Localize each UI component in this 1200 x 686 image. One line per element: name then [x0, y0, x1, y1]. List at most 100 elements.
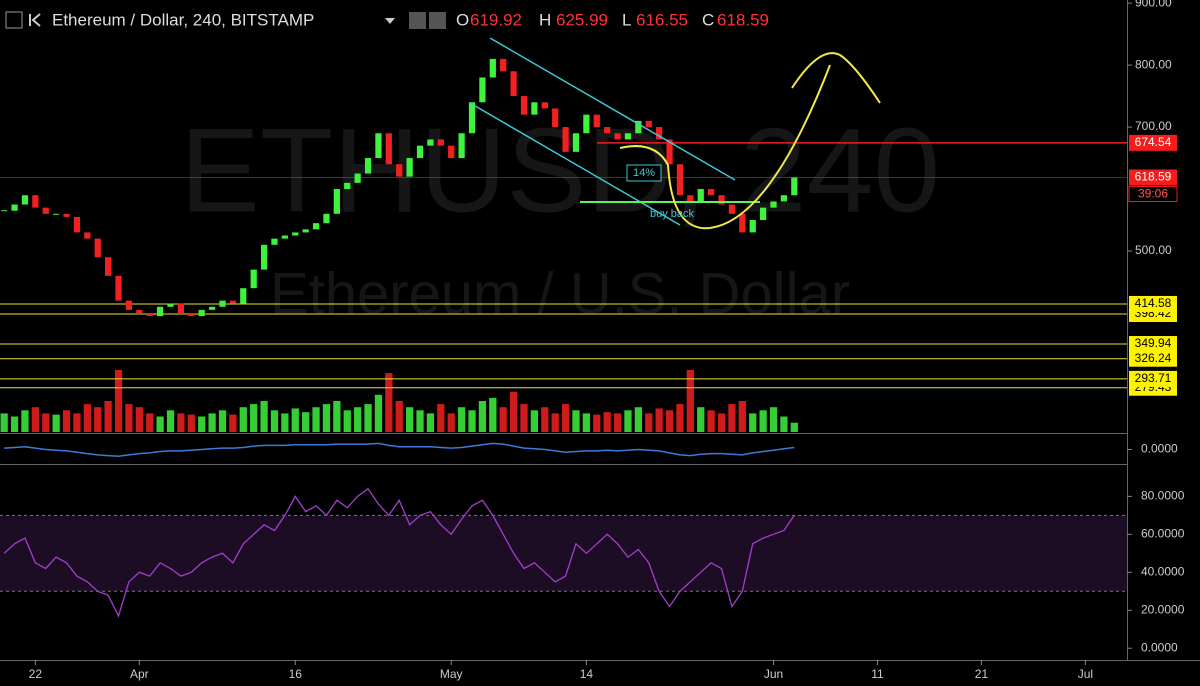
candle — [42, 207, 49, 214]
candle — [728, 204, 736, 214]
candle — [427, 139, 434, 146]
volume-bar — [114, 370, 123, 432]
drawings: 14% buy back — [469, 37, 881, 230]
price-label: 414.58 — [1135, 296, 1172, 310]
candle — [645, 120, 652, 128]
buy-back-label: buy back — [650, 208, 695, 220]
countdown-box — [1128, 186, 1178, 203]
volume-bar — [499, 407, 507, 432]
price-label: 674.54 — [1135, 135, 1172, 149]
candle — [105, 257, 112, 276]
volume-bar — [717, 413, 726, 432]
volume-bar — [322, 404, 331, 432]
price-label-box — [1129, 350, 1177, 367]
projection-curve — [619, 64, 831, 230]
y-tick-label: 0.0000 — [1141, 640, 1178, 654]
candle — [531, 102, 538, 115]
dropdown-icon[interactable] — [385, 18, 395, 24]
y-tick-label: 40.0000 — [1141, 564, 1185, 578]
price-label-box — [1129, 295, 1177, 312]
y-tick-label: 60.0000 — [1141, 527, 1185, 541]
volume-bar — [239, 407, 247, 432]
plot-layer — [0, 58, 1127, 618]
low-label: L — [622, 10, 631, 29]
candle — [333, 189, 340, 214]
candle — [229, 300, 237, 304]
volume-bar — [302, 412, 310, 432]
candle — [208, 306, 216, 310]
x-tick-label: Jul — [1078, 667, 1093, 681]
x-tick-label: 14 — [580, 667, 594, 681]
candle — [312, 223, 320, 230]
candle — [198, 309, 205, 317]
volume-bar — [603, 412, 611, 432]
y-tick-label: 500.00 — [1135, 243, 1172, 257]
open-label: O — [456, 10, 469, 29]
volume-bar — [572, 410, 580, 432]
candle — [510, 71, 517, 97]
volume-bar — [21, 410, 29, 432]
symbol-title[interactable]: Ethereum / Dollar, 240, BITSTAMP — [52, 10, 314, 29]
volume-bar — [281, 413, 289, 432]
candle — [21, 195, 29, 205]
header: Ethereum / Dollar, 240, BITSTAMP O 619.9… — [5, 10, 769, 29]
candle — [687, 195, 694, 202]
high-value: 625.99 — [556, 10, 608, 29]
rsi-band-fill — [0, 515, 1127, 592]
volume-bar — [364, 404, 372, 432]
volume-bar — [655, 408, 663, 432]
candle — [94, 238, 101, 258]
volume-bar — [146, 413, 154, 432]
back-icon[interactable] — [29, 13, 41, 27]
candle — [583, 114, 590, 134]
candle — [385, 133, 392, 165]
candle — [73, 216, 81, 233]
volume-bar — [94, 407, 102, 432]
pane-borders — [0, 0, 1200, 661]
candle — [177, 303, 185, 313]
settings-icon[interactable] — [429, 12, 446, 29]
volume-bar — [780, 416, 788, 432]
y-tick-label: 80.0000 — [1141, 489, 1185, 503]
volume-bar — [385, 373, 393, 432]
candle — [344, 182, 351, 190]
watermark-symbol: ETHUSD, 240 — [180, 104, 940, 238]
candle — [250, 269, 257, 289]
volume-bar — [634, 407, 642, 432]
volume-bar — [665, 410, 674, 432]
volume-bar — [166, 410, 175, 432]
candle — [489, 58, 496, 78]
candle — [125, 300, 133, 310]
volume-bar — [177, 413, 185, 432]
channel-lower — [469, 102, 681, 226]
candle — [718, 195, 725, 205]
volume-bar — [291, 408, 299, 432]
volume-bar — [790, 422, 798, 432]
volume-bar — [509, 391, 518, 432]
x-tick-label: May — [440, 667, 463, 681]
candle — [500, 58, 507, 72]
candle — [156, 306, 164, 317]
candle — [624, 133, 632, 140]
collapse-icon[interactable] — [5, 11, 23, 29]
candle — [219, 300, 226, 307]
volume-bar — [707, 410, 715, 432]
volume-bar — [728, 404, 736, 432]
candle — [437, 139, 444, 146]
candle — [666, 139, 673, 165]
settings-icon[interactable] — [409, 12, 426, 29]
y-tick-label: 700.00 — [1135, 119, 1172, 133]
candle — [416, 145, 424, 159]
x-tick-label: Apr — [130, 667, 149, 681]
volume-bar — [582, 413, 591, 432]
volume-bar — [749, 413, 757, 432]
volume-bar — [676, 404, 684, 432]
price-label-box — [1129, 169, 1177, 186]
candle — [115, 275, 122, 301]
low-value: 616.55 — [636, 10, 688, 29]
price-label-box — [1129, 370, 1177, 387]
volume-bar — [62, 410, 71, 432]
volume-bar — [437, 404, 445, 432]
volume-bar — [125, 404, 133, 432]
